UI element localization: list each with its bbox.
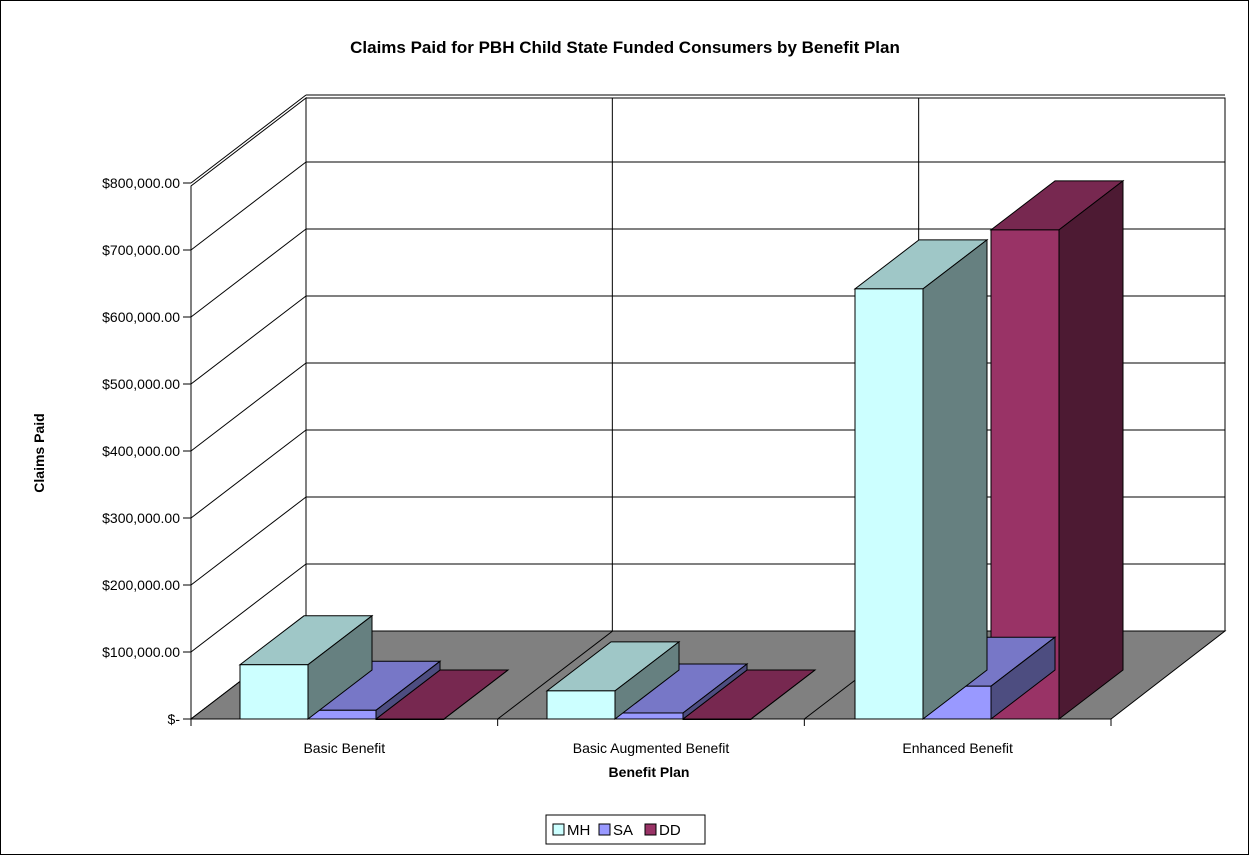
legend-swatch-dd bbox=[644, 823, 657, 836]
gridline-side bbox=[190, 362, 307, 452]
legend-label-mh: MH bbox=[567, 822, 590, 839]
legend-label-sa: SA bbox=[613, 822, 633, 839]
chart-title: Claims Paid for PBH Child State Funded C… bbox=[350, 38, 900, 57]
bar-front bbox=[854, 288, 924, 720]
legend-label-dd: DD bbox=[659, 822, 681, 839]
bar-side bbox=[1058, 179, 1124, 721]
y-tick-label: $100,000.00 bbox=[102, 644, 180, 660]
y-tick-label: $- bbox=[168, 711, 181, 727]
floor-divider bbox=[497, 630, 613, 720]
y-tick-label: $500,000.00 bbox=[102, 376, 180, 392]
x-tick-label: Enhanced Benefit bbox=[902, 740, 1013, 756]
bar-side bbox=[922, 238, 988, 721]
bar-front bbox=[682, 718, 752, 720]
y-tick-label: $300,000.00 bbox=[102, 510, 180, 526]
bar-front bbox=[239, 664, 309, 720]
bar-sa-0 bbox=[306, 660, 442, 721]
legend-box bbox=[545, 814, 706, 845]
x-axis-ticks: Basic Benefit Basic Augmented Benefit Enha… bbox=[190, 719, 1112, 756]
chart-bars bbox=[238, 179, 1125, 721]
side-wall bbox=[190, 96, 307, 721]
y-tick-label: $800,000.00 bbox=[102, 175, 180, 191]
y-axis-title: Claims Paid bbox=[31, 413, 47, 492]
bar-side bbox=[750, 669, 816, 720]
x-tick-label: Basic Augmented Benefit bbox=[573, 740, 730, 756]
gridline-side bbox=[190, 429, 307, 519]
bar-front bbox=[375, 718, 445, 720]
gridline-side bbox=[190, 496, 307, 586]
gridline-side bbox=[190, 563, 307, 653]
x-axis-title: Benefit Plan bbox=[609, 764, 690, 780]
legend: MH SA DD bbox=[545, 814, 706, 845]
gridline-side bbox=[190, 228, 307, 318]
x-tick-label: Basic Benefit bbox=[303, 740, 385, 756]
y-axis-ticks: $- $100,000.00 $200,000.00 $300,000.00 $400,… bbox=[102, 175, 191, 727]
bar-front bbox=[614, 712, 684, 720]
gridline-side bbox=[190, 295, 307, 385]
y-tick-label: $200,000.00 bbox=[102, 577, 180, 593]
bar-side bbox=[443, 669, 509, 720]
bar-front bbox=[546, 690, 616, 720]
y-tick-label: $700,000.00 bbox=[102, 242, 180, 258]
gridline-side bbox=[190, 161, 307, 251]
y-tick-label: $600,000.00 bbox=[102, 309, 180, 325]
legend-swatch-sa bbox=[598, 823, 611, 836]
gridline-side bbox=[190, 94, 307, 184]
legend-swatch-mh bbox=[552, 823, 565, 836]
bar-mh-1 bbox=[545, 640, 681, 721]
bar-mh-2 bbox=[853, 238, 989, 721]
bar-mh-0 bbox=[238, 614, 374, 721]
y-tick-label: $400,000.00 bbox=[102, 443, 180, 459]
